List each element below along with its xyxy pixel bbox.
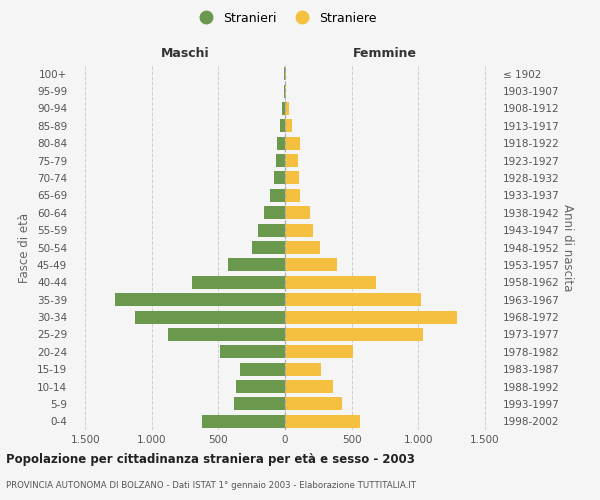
Bar — [134, 310, 285, 324]
Bar — [280, 120, 285, 132]
Bar — [240, 362, 285, 376]
Bar — [264, 206, 285, 220]
Bar — [285, 293, 421, 306]
Bar — [285, 380, 333, 393]
Y-axis label: Anni di nascita: Anni di nascita — [560, 204, 574, 291]
Bar — [253, 241, 285, 254]
Bar — [271, 189, 285, 202]
Bar — [283, 102, 285, 115]
Bar — [285, 276, 376, 289]
Bar — [259, 224, 285, 236]
Text: Femmine: Femmine — [353, 47, 417, 60]
Bar — [285, 136, 299, 149]
Bar — [236, 380, 285, 393]
Bar — [202, 415, 285, 428]
Bar — [285, 67, 286, 80]
Bar — [285, 415, 359, 428]
Bar — [285, 84, 286, 98]
Text: PROVINCIA AUTONOMA DI BOLZANO - Dati ISTAT 1° gennaio 2003 - Elaborazione TUTTIT: PROVINCIA AUTONOMA DI BOLZANO - Dati IST… — [6, 481, 416, 490]
Y-axis label: Fasce di età: Fasce di età — [19, 212, 31, 282]
Bar — [285, 310, 457, 324]
Legend: Stranieri, Straniere: Stranieri, Straniere — [188, 6, 382, 30]
Bar — [285, 154, 298, 167]
Bar — [285, 398, 342, 410]
Text: Maschi: Maschi — [161, 47, 209, 60]
Bar — [285, 206, 310, 220]
Bar — [285, 241, 320, 254]
Bar — [285, 224, 313, 236]
Bar — [285, 362, 321, 376]
Bar — [285, 258, 337, 272]
Bar — [285, 120, 292, 132]
Bar — [115, 293, 285, 306]
Bar — [285, 346, 353, 358]
Bar — [220, 346, 285, 358]
Bar — [277, 154, 285, 167]
Bar — [285, 328, 424, 341]
Bar — [274, 172, 285, 184]
Bar — [168, 328, 285, 341]
Bar — [277, 136, 285, 149]
Bar — [285, 189, 301, 202]
Bar — [284, 67, 285, 80]
Bar — [192, 276, 285, 289]
Bar — [228, 258, 285, 272]
Bar — [285, 102, 289, 115]
Bar — [284, 84, 285, 98]
Bar — [285, 172, 299, 184]
Bar — [235, 398, 285, 410]
Text: Popolazione per cittadinanza straniera per età e sesso - 2003: Popolazione per cittadinanza straniera p… — [6, 452, 415, 466]
